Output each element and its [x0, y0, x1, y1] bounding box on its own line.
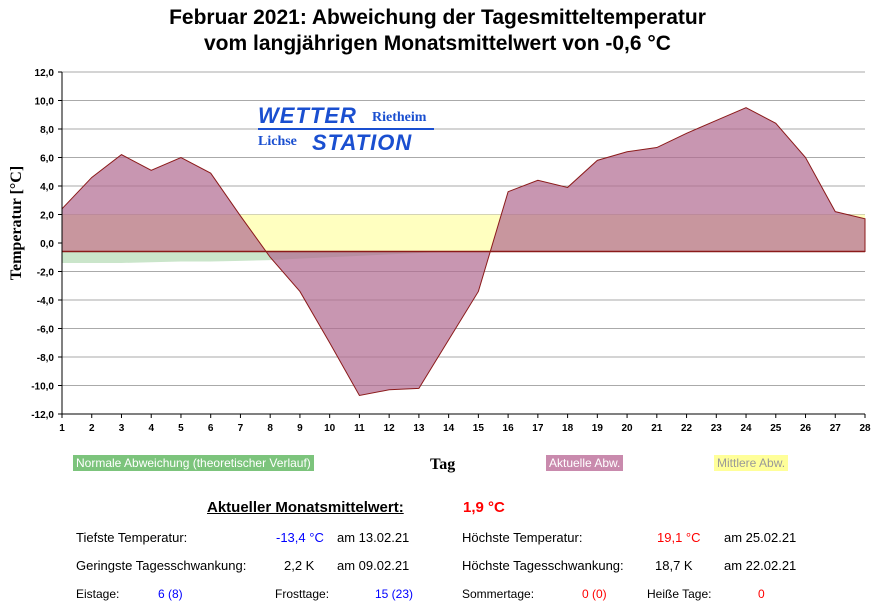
y-tick-label: 2,0 [40, 211, 54, 222]
x-tick-label: 14 [443, 423, 455, 434]
mean-value: 1,9 °C [463, 499, 505, 516]
min-range-label: Geringste Tagesschwankung: [76, 558, 247, 573]
y-tick-label: 6,0 [40, 154, 54, 165]
x-tick-label: 10 [324, 423, 336, 434]
x-tick-label: 25 [770, 423, 782, 434]
min-temp-label: Tiefste Temperatur: [76, 530, 188, 545]
x-tick-label: 4 [148, 423, 154, 434]
normal-deviation-area [62, 233, 865, 263]
chart-title-line1: Februar 2021: Abweichung der Tagesmittel… [169, 6, 706, 29]
min-range-date: am 09.02.21 [337, 558, 410, 573]
y-tick-label: 10,0 [35, 97, 55, 108]
y-tick-label: -2,0 [37, 268, 55, 279]
sommertage-value: 0 (0) [582, 587, 607, 601]
x-tick-label: 9 [297, 423, 303, 434]
y-tick-label: -12,0 [31, 410, 54, 421]
chart-plot: 12,0 10,0 8,0 6,0 4,0 2,0 0,0 -2,0 -4,0 -6,0 -8,0 -… [31, 68, 871, 434]
x-tick-label: 11 [354, 423, 365, 434]
x-tick-label: 7 [238, 423, 244, 434]
sommertage-label: Sommertage: [462, 587, 535, 601]
x-tick-label: 5 [178, 423, 184, 434]
x-tick-label: 22 [681, 423, 693, 434]
y-tick-label: 12,0 [35, 68, 55, 79]
eistage-label: Eistage: [76, 587, 120, 601]
x-tick-label: 21 [651, 423, 663, 434]
min-temp-date: am 13.02.21 [337, 530, 410, 545]
y-tick-label: 8,0 [40, 125, 54, 136]
logo-wetter: WETTER [258, 103, 357, 128]
mean-label: Aktueller Monatsmittelwert: [207, 499, 404, 516]
eistage-value: 6 (8) [158, 587, 183, 601]
logo-divider [258, 128, 434, 130]
chart-title-line2: vom langjährigen Monatsmittelwert von -0… [204, 32, 671, 55]
x-tick-label: 18 [562, 423, 574, 434]
x-tick-label: 23 [711, 423, 723, 434]
min-range-value: 2,2 K [284, 558, 315, 573]
wetterstation-logo: WETTER Rietheim Lichse STATION [256, 103, 436, 158]
x-tick-label: 6 [208, 423, 214, 434]
logo-station: STATION [312, 130, 413, 155]
frosttage-label: Frosttage: [275, 587, 330, 601]
y-tick-label: -6,0 [37, 325, 55, 336]
x-tick-label: 24 [740, 423, 752, 434]
max-range-label: Höchste Tagesschwankung: [462, 558, 624, 573]
heisse-tage-value: 0 [758, 587, 765, 601]
y-tick-label: 4,0 [40, 182, 54, 193]
x-tick-label: 13 [413, 423, 425, 434]
x-tick-label: 17 [532, 423, 544, 434]
x-tick-label: 2 [89, 423, 95, 434]
max-temp-label: Höchste Temperatur: [462, 530, 583, 545]
frosttage-value: 15 (23) [375, 587, 414, 601]
x-tick-label: 27 [830, 423, 842, 434]
x-tick-label: 16 [503, 423, 515, 434]
x-tick-label: 3 [119, 423, 125, 434]
x-tick-label: 26 [800, 423, 812, 434]
logo-lichse: Lichse [258, 134, 297, 149]
x-tick-label: 20 [622, 423, 634, 434]
logo-rietheim: Rietheim [372, 110, 427, 125]
x-tick-label: 12 [384, 423, 396, 434]
y-tick-label: -10,0 [31, 382, 54, 393]
x-tick-label: 1 [59, 423, 65, 434]
min-temp-value: -13,4 °C [276, 530, 324, 545]
legend-normal: Normale Abweichung (theoretischer Verlau… [73, 455, 314, 471]
legend-mean: Mittlere Abw. [714, 455, 789, 471]
x-tick-label: 15 [473, 423, 485, 434]
max-range-value: 18,7 K [655, 558, 693, 573]
max-temp-date: am 25.02.21 [724, 530, 797, 545]
y-tick-label: 0,0 [40, 239, 54, 250]
y-tick-label: -8,0 [37, 353, 55, 364]
max-range-date: am 22.02.21 [724, 558, 797, 573]
y-tick-label: -4,0 [37, 296, 55, 307]
x-axis-label: Tag [430, 456, 456, 473]
x-tick-label: 8 [267, 423, 273, 434]
x-tick-label: 28 [859, 423, 871, 434]
heisse-tage-label: Heiße Tage: [647, 587, 712, 601]
max-temp-value: 19,1 °C [657, 530, 701, 545]
x-tick-label: 19 [592, 423, 604, 434]
legend-actual: Aktuelle Abw. [546, 455, 624, 471]
y-axis-label: Temperatur [°C] [8, 165, 25, 281]
